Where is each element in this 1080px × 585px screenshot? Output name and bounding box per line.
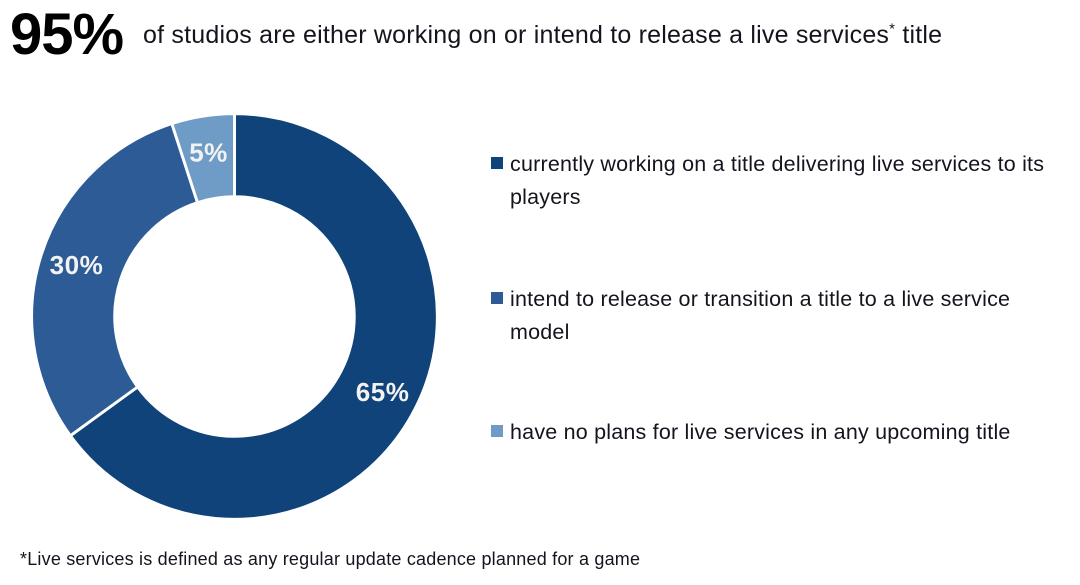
donut-segment: [170, 112, 236, 205]
donut-segment: [30, 122, 199, 438]
legend-item-no-plans: have no plans for live services in any u…: [491, 416, 1063, 449]
page-title-text: of studios are either working on or inte…: [143, 21, 890, 49]
footnote-asterisk: *: [889, 20, 896, 38]
legend-label: currently working on a title delivering …: [510, 152, 1045, 209]
legend-swatch-light-blue-icon: [491, 425, 503, 437]
page-title: of studios are either working on or inte…: [143, 21, 942, 50]
slice-percentage-label: 5%: [189, 137, 228, 167]
slice-percentage-label: 30%: [50, 250, 104, 280]
legend-label: intend to release or transition a title …: [510, 287, 1011, 344]
footnote: *Live services is defined as any regular…: [20, 549, 641, 569]
legend-label: have no plans for live services in any u…: [510, 420, 1011, 444]
donut-segment: [68, 112, 439, 521]
headline-stat: 95%: [10, 2, 124, 67]
slice-percentage-label: 65%: [356, 377, 410, 407]
donut-chart: 65% 30% 5%: [30, 112, 439, 521]
legend-swatch-dark-blue-icon: [491, 157, 503, 169]
legend-item-currently-working: currently working on a title delivering …: [491, 148, 1063, 214]
legend-item-intend-to-release: intend to release or transition a title …: [491, 283, 1063, 349]
page-title-suffix: title: [895, 21, 943, 49]
legend-swatch-medium-blue-icon: [491, 292, 503, 304]
